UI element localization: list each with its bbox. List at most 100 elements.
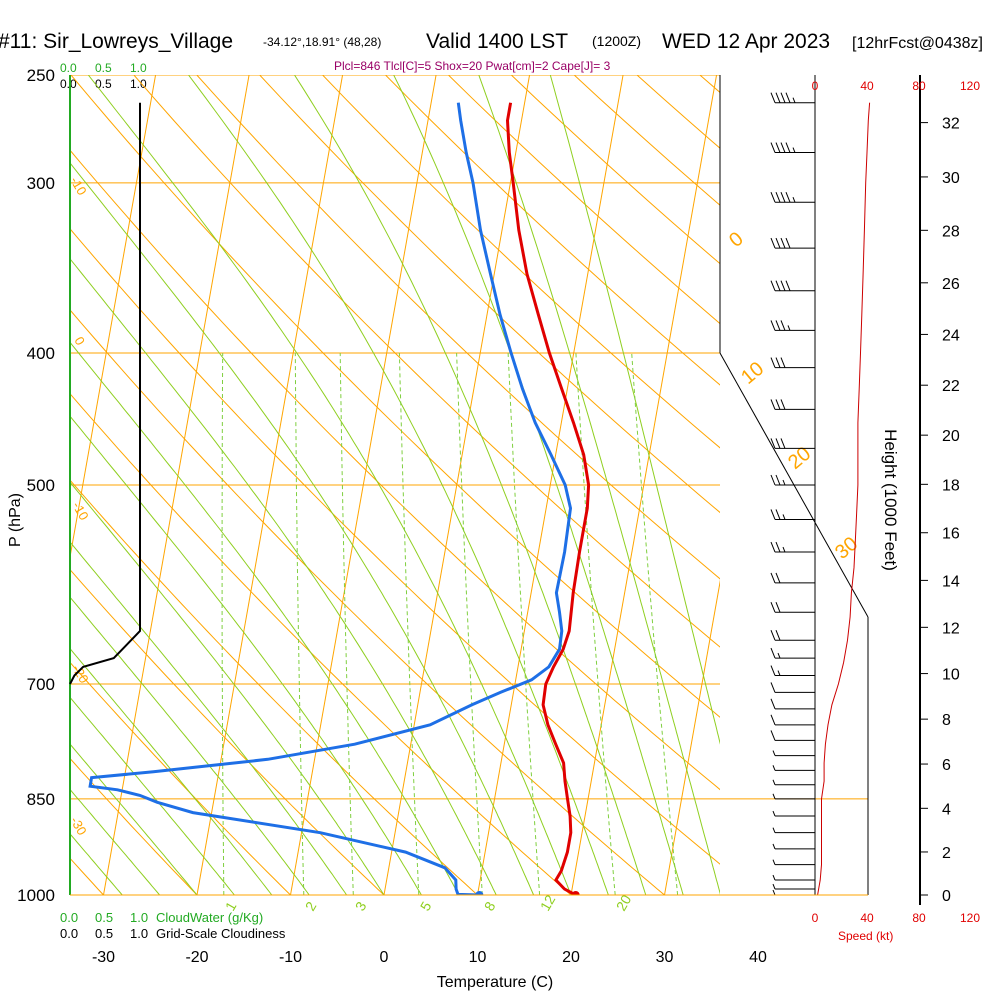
wind-barb — [770, 602, 815, 613]
barb-half — [792, 197, 796, 203]
barb-half — [772, 827, 776, 833]
wind-barb — [770, 474, 815, 486]
wind-speed-profile — [817, 102, 871, 895]
barb-half — [772, 765, 776, 771]
barb-flag — [770, 630, 776, 641]
mixing-ratio-label: 5 — [417, 899, 435, 914]
x-tick-label: 40 — [749, 949, 767, 966]
top-scales: 0.0 0.5 1.0 0.0 0.5 1.0 — [60, 61, 147, 91]
mixing-ratio-line — [507, 352, 541, 895]
barb-flag — [770, 698, 776, 710]
barb-flag — [775, 509, 781, 520]
moist-adiabat — [549, 75, 720, 745]
dry-adiabat — [70, 479, 479, 895]
valid-time: Valid 1400 LST — [426, 30, 568, 53]
dewpoint-line — [88, 102, 573, 895]
isotherm-line — [290, 75, 437, 895]
barb-flag — [770, 509, 776, 520]
height-tick-label: 8 — [942, 712, 951, 729]
speed-tick-top: 40 — [860, 79, 874, 93]
wind-barb — [772, 843, 815, 850]
barb-flag — [775, 541, 781, 553]
barb-half — [772, 874, 776, 881]
barb-half — [772, 810, 776, 817]
top-cloudwater-tick: 0.5 — [95, 61, 112, 75]
cloudwater-tick: 0.0 — [60, 910, 78, 925]
barb-flag — [770, 438, 776, 449]
isotherm-line — [383, 75, 531, 895]
p-tick-label: 250 — [27, 66, 55, 85]
height-tick-label: 22 — [942, 378, 960, 395]
wind-barb — [770, 320, 815, 331]
moist-adiabat — [87, 75, 572, 895]
barb-flag — [775, 399, 781, 410]
barb-half — [772, 750, 776, 756]
station-coords: -34.12°,18.91° (48,28) — [263, 35, 381, 49]
moist-adiabat — [70, 258, 497, 895]
top-cloudiness-tick: 0.5 — [95, 77, 112, 91]
cloudwater-tick: 1.0 — [130, 910, 148, 925]
barb-flag — [780, 438, 786, 449]
barb-flag — [770, 474, 776, 486]
moist-adiabat — [478, 75, 720, 895]
barb-flag — [775, 630, 781, 641]
speed-tick-bottom: 120 — [960, 911, 980, 925]
barb-flag — [775, 92, 781, 103]
p-tick-label: 700 — [27, 675, 55, 694]
isobar-lines — [70, 75, 868, 895]
height-tick-label: 10 — [942, 667, 960, 684]
wind-barb — [770, 399, 815, 410]
dry-adiabat — [573, 75, 720, 206]
height-tick-label: 24 — [942, 327, 960, 344]
mixing-ratio-lines — [221, 352, 679, 895]
barb-flag — [770, 357, 776, 368]
bottom-scales: 0.0 0.5 1.0 CloudWater (g/Kg) 0.0 0.5 1.… — [60, 910, 286, 941]
temperature-surface-point — [571, 891, 580, 895]
moist-adiabat — [70, 788, 160, 895]
cloudiness-profile — [69, 102, 141, 685]
mixing-ratio-line — [221, 352, 225, 895]
barb-half — [782, 514, 786, 520]
moist-adiabat — [70, 162, 535, 895]
moist-adiabat — [70, 696, 235, 895]
valid-date: WED 12 Apr 2023 — [662, 30, 830, 53]
barb-flag — [770, 142, 776, 153]
height-tick-label: 12 — [942, 620, 960, 637]
barb-flag — [775, 142, 781, 153]
barb-half — [777, 652, 781, 659]
wind-barb — [770, 714, 815, 726]
x-tick-label: -20 — [185, 949, 208, 966]
speed-axis: 0 40 80 120 0 40 80 120 Speed (kt) — [812, 79, 981, 943]
dry-adiabat — [321, 75, 720, 449]
p-tick-label: 500 — [27, 476, 55, 495]
indices-text: Plcl=846 Tlcl[C]=5 Shox=20 Pwat[cm]=2 Ca… — [334, 59, 611, 73]
forecast-label: [12hrFcst@0438z] — [852, 35, 983, 52]
height-tick-label: 20 — [942, 428, 960, 445]
barb-flag — [785, 280, 791, 291]
height-tick-label: 30 — [942, 170, 960, 187]
barb-flag — [770, 682, 776, 693]
barb-flag — [770, 399, 776, 410]
wind-barb — [772, 889, 815, 896]
mixing-ratio-line — [456, 352, 483, 895]
x-tick-label: 0 — [380, 949, 389, 966]
mixing-ratio-label: 2 — [302, 899, 320, 914]
mixing-ratio-line — [398, 352, 420, 895]
cloudiness-line — [69, 102, 141, 685]
wind-barb — [770, 630, 815, 641]
barb-half — [772, 779, 776, 785]
barb-half — [772, 883, 776, 890]
cloudiness-tick: 0.0 — [60, 926, 78, 941]
speed-tick-top: 120 — [960, 79, 980, 93]
p-tick-label: 300 — [27, 174, 55, 193]
dry-adiabat — [447, 75, 720, 325]
barb-flag — [770, 280, 776, 291]
height-tick-label: 28 — [942, 223, 960, 240]
speed-tick-bottom: 40 — [860, 911, 874, 925]
wind-barb — [772, 750, 815, 757]
adiabat-label: 10 — [737, 358, 768, 389]
barb-flag — [775, 357, 781, 368]
isotherm-line — [477, 75, 624, 895]
